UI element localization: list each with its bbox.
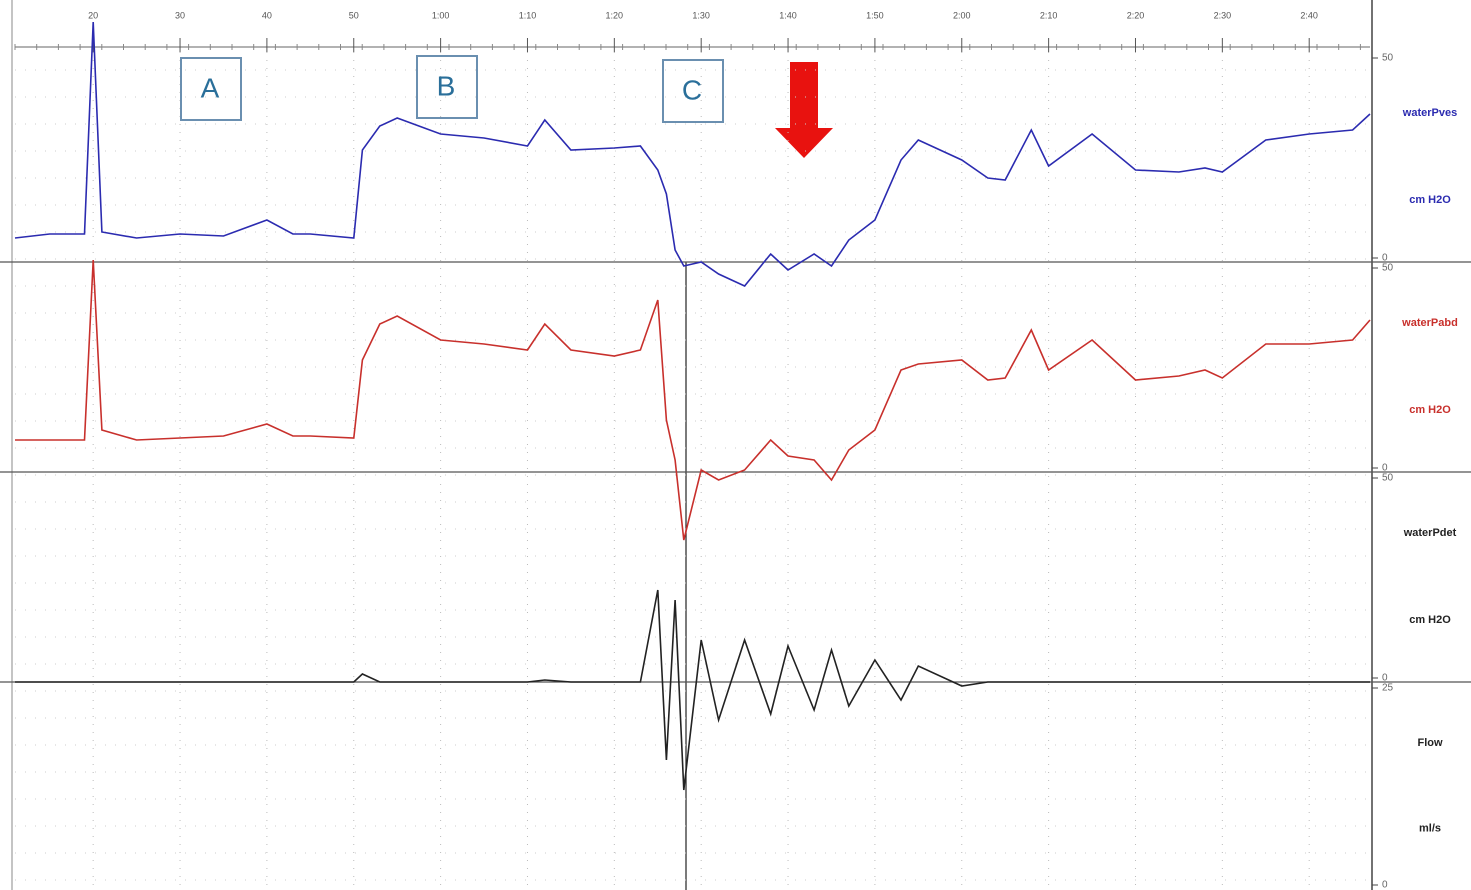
- x-tick-label: 1:10: [519, 10, 537, 20]
- annotation: C: [682, 74, 702, 105]
- y-tick-label: 50: [1382, 473, 1394, 484]
- y-tick-label: 0: [1382, 673, 1388, 684]
- series-unit: cm H2O: [1409, 614, 1451, 626]
- series-unit: cm H2O: [1409, 404, 1451, 416]
- series-unit: ml/s: [1419, 822, 1441, 834]
- y-tick-label: 50: [1382, 263, 1394, 274]
- trace: [14, 21, 1371, 287]
- x-tick-label: 2:40: [1300, 10, 1318, 20]
- trace: [15, 259, 1371, 541]
- y-tick-label: 25: [1382, 683, 1394, 694]
- annotation-box: [662, 59, 724, 123]
- annotation-box: [180, 57, 242, 121]
- trace: [15, 589, 1370, 791]
- series-unit: cm H2O: [1409, 194, 1451, 206]
- x-tick-label: 20: [88, 10, 98, 20]
- series-name: waterPabd: [1401, 317, 1458, 329]
- x-tick-label: 1:50: [866, 10, 884, 20]
- series-name: waterPdet: [1403, 527, 1457, 539]
- y-tick-label: 0: [1382, 463, 1388, 474]
- x-tick-label: 1:20: [606, 10, 624, 20]
- x-tick-label: 50: [349, 10, 359, 20]
- x-tick-label: 30: [175, 10, 185, 20]
- y-tick-label: 50: [1382, 53, 1394, 64]
- x-tick-label: 1:40: [779, 10, 797, 20]
- x-tick-label: 40: [262, 10, 272, 20]
- y-tick-label: 0: [1382, 880, 1388, 890]
- series-name: waterPves: [1402, 107, 1457, 119]
- series-name: Flow: [1417, 737, 1442, 749]
- x-tick-label: 1:30: [692, 10, 710, 20]
- x-tick-label: 2:30: [1214, 10, 1232, 20]
- annotation-box: [416, 55, 478, 119]
- x-tick-label: 2:20: [1127, 10, 1145, 20]
- red-arrow: [775, 62, 833, 158]
- x-tick-label: 1:00: [432, 10, 450, 20]
- x-tick-label: 2:10: [1040, 10, 1058, 20]
- x-tick-label: 2:00: [953, 10, 971, 20]
- annotation: A: [201, 72, 220, 103]
- annotation: B: [437, 70, 456, 101]
- y-tick-label: 0: [1382, 253, 1388, 264]
